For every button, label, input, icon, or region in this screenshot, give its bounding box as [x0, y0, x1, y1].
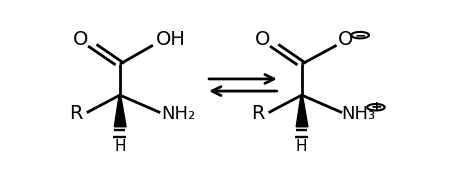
Text: NH₃: NH₃	[342, 105, 376, 123]
Text: +: +	[370, 100, 382, 114]
Text: OH: OH	[156, 30, 186, 49]
Text: H: H	[296, 139, 308, 154]
Text: O: O	[255, 30, 270, 49]
Text: O: O	[73, 30, 88, 49]
Text: −: −	[354, 28, 366, 42]
Polygon shape	[296, 95, 308, 127]
Text: NH₂: NH₂	[162, 105, 196, 123]
Text: R: R	[251, 104, 264, 124]
Polygon shape	[114, 95, 126, 127]
Text: O: O	[338, 30, 354, 49]
Text: R: R	[69, 104, 82, 124]
Text: H: H	[114, 139, 126, 154]
